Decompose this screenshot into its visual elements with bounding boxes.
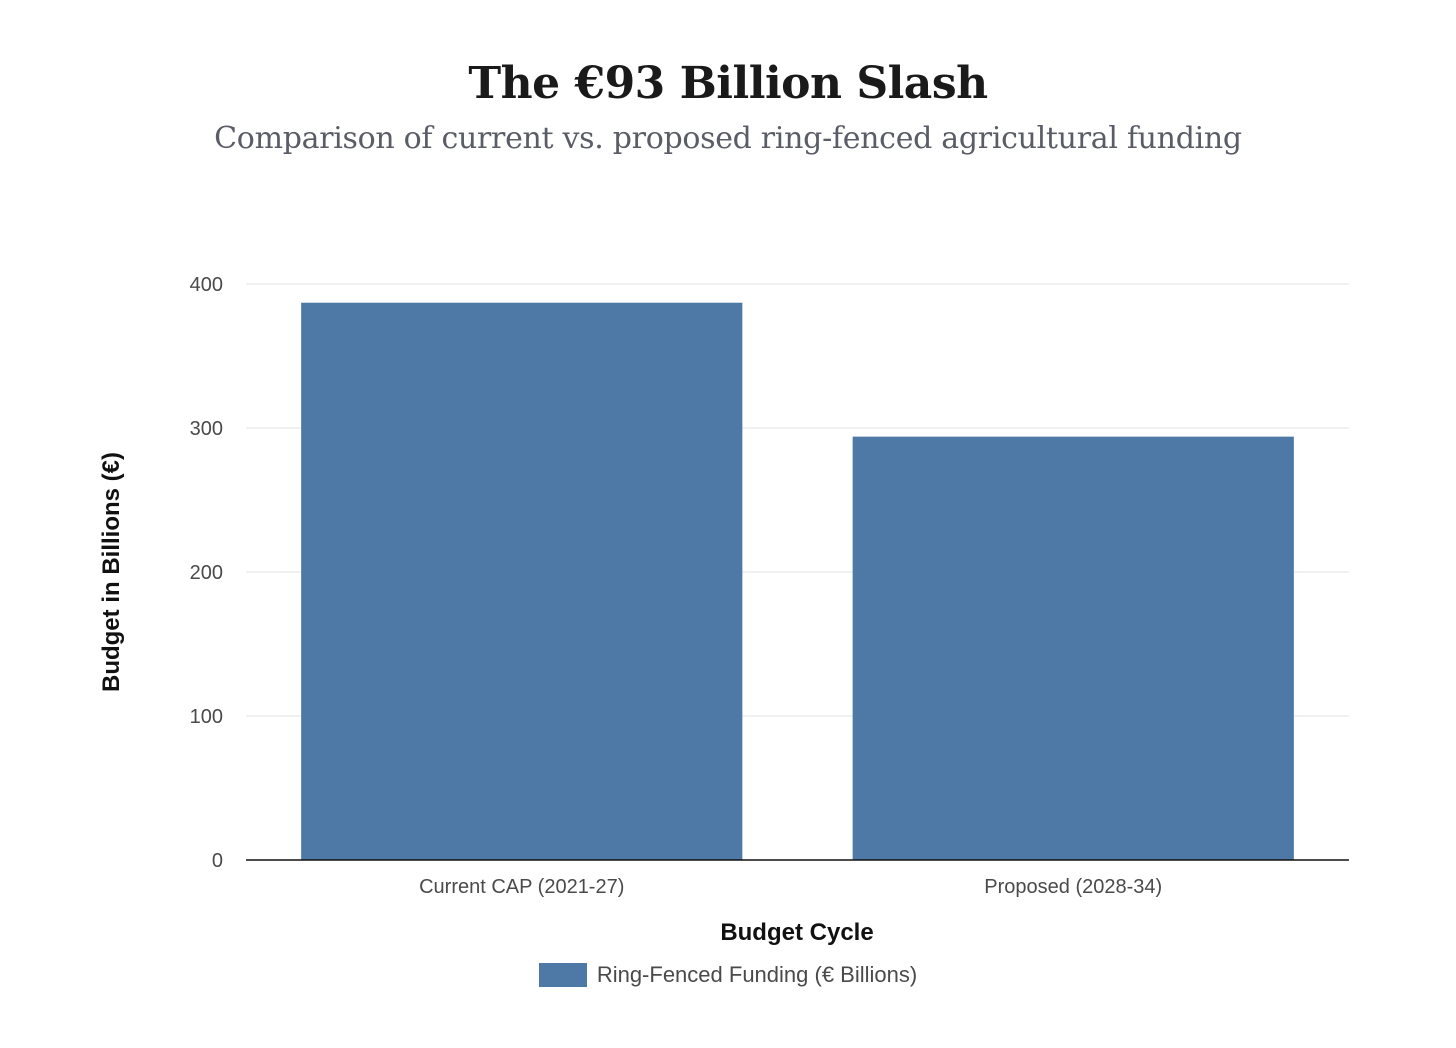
legend-swatch <box>538 963 587 987</box>
legend-item: Ring-Fenced Funding (€ Billions) <box>538 962 918 988</box>
y-tick-labels: 0 100 200 300 400 <box>190 274 223 872</box>
y-tick-label: 300 <box>190 418 223 440</box>
bars <box>301 302 1294 861</box>
bar-current-cap <box>301 302 743 861</box>
x-tick-label: Current CAP (2021-27) <box>419 876 624 898</box>
legend-label: Ring-Fenced Funding (€ Billions) <box>596 962 918 987</box>
y-axis-title: Budget in Billions (€) <box>98 452 125 692</box>
y-tick-label: 200 <box>190 562 223 584</box>
x-tick-labels: Current CAP (2021-27) Proposed (2028-34) <box>419 876 1162 898</box>
x-tick-label: Proposed (2028-34) <box>984 876 1162 898</box>
legend: Ring-Fenced Funding (€ Billions) <box>0 962 1456 988</box>
y-tick-label: 100 <box>190 706 223 728</box>
x-axis-title: Budget Cycle <box>720 919 873 946</box>
y-tick-label: 0 <box>212 850 223 872</box>
chart-subtitle: Comparison of current vs. proposed ring-… <box>214 121 1242 156</box>
chart-title: The €93 Billion Slash <box>468 58 988 109</box>
bar-proposed <box>852 436 1294 860</box>
y-tick-label: 400 <box>190 274 223 296</box>
